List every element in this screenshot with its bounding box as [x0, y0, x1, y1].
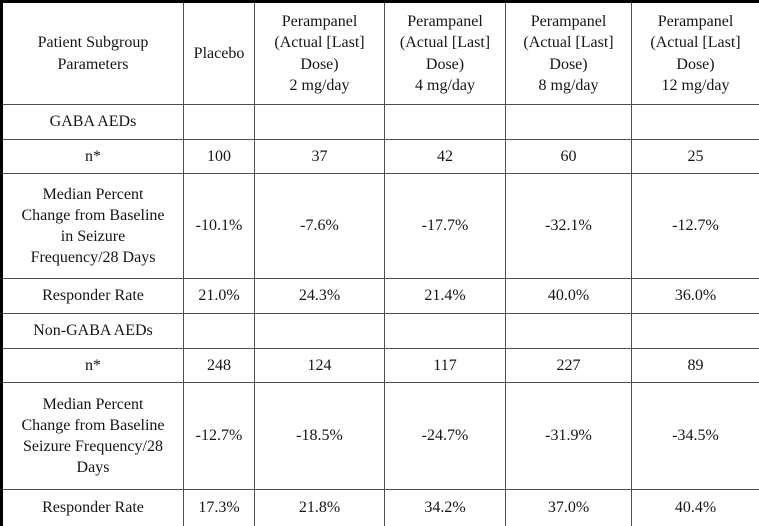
data-cell: 89: [631, 348, 759, 383]
data-cell: -31.9%: [505, 382, 632, 490]
data-cell: 21.8%: [254, 489, 385, 526]
table-row-n-non-gaba: n* 248 124 117 227 89: [1, 348, 759, 383]
data-cell: 21.0%: [183, 278, 255, 314]
data-cell: 124: [254, 348, 385, 383]
empty-cell: [183, 104, 255, 140]
data-cell: 24.3%: [254, 278, 385, 314]
empty-cell: [505, 104, 632, 140]
data-cell: -24.7%: [384, 382, 506, 490]
table-header-row: Patient Subgroup Parameters Placebo Pera…: [1, 1, 759, 105]
table-row-responder-rate-non-gaba: Responder Rate 17.3% 21.8% 34.2% 37.0% 4…: [1, 489, 759, 526]
data-cell: -32.1%: [505, 173, 632, 279]
row-label: Responder Rate: [1, 489, 184, 526]
row-label: Median Percent Change from Baseline in S…: [1, 173, 184, 279]
empty-cell: [384, 104, 506, 140]
section-header-label: Non-GABA AEDs: [1, 313, 184, 349]
data-cell: 40.4%: [631, 489, 759, 526]
data-cell: -17.7%: [384, 173, 506, 279]
row-label: Responder Rate: [1, 278, 184, 314]
data-cell: 34.2%: [384, 489, 506, 526]
empty-cell: [254, 313, 385, 349]
table-row-median-change-gaba: Median Percent Change from Baseline in S…: [1, 173, 759, 279]
data-cell: 21.4%: [384, 278, 506, 314]
data-cell: 36.0%: [631, 278, 759, 314]
column-header-parameters: Patient Subgroup Parameters: [1, 1, 184, 105]
row-label: Median Percent Change from Baseline Seiz…: [1, 382, 184, 490]
row-label: n*: [1, 348, 184, 383]
column-header-placebo: Placebo: [183, 1, 255, 105]
table-row-n-gaba: n* 100 37 42 60 25: [1, 139, 759, 174]
empty-cell: [631, 313, 759, 349]
column-header-perampanel-2mg: Perampanel (Actual [Last] Dose) 2 mg/day: [254, 1, 385, 105]
data-cell: 42: [384, 139, 506, 174]
table-row-responder-rate-gaba: Responder Rate 21.0% 24.3% 21.4% 40.0% 3…: [1, 278, 759, 314]
data-cell: -10.1%: [183, 173, 255, 279]
empty-cell: [505, 313, 632, 349]
data-cell: 117: [384, 348, 506, 383]
data-cell: 37: [254, 139, 385, 174]
data-cell: 60: [505, 139, 632, 174]
column-header-perampanel-12mg: Perampanel (Actual [Last] Dose) 12 mg/da…: [631, 1, 759, 105]
section-row-gaba-aeds: GABA AEDs: [1, 104, 759, 140]
data-cell: -7.6%: [254, 173, 385, 279]
data-cell: -12.7%: [183, 382, 255, 490]
data-cell: -34.5%: [631, 382, 759, 490]
table-row-median-change-non-gaba: Median Percent Change from Baseline Seiz…: [1, 382, 759, 490]
data-cell: 227: [505, 348, 632, 383]
empty-cell: [631, 104, 759, 140]
section-header-label: GABA AEDs: [1, 104, 184, 140]
data-cell: -18.5%: [254, 382, 385, 490]
section-row-non-gaba-aeds: Non-GABA AEDs: [1, 313, 759, 349]
data-cell: -12.7%: [631, 173, 759, 279]
empty-cell: [384, 313, 506, 349]
data-cell: 248: [183, 348, 255, 383]
data-cell: 37.0%: [505, 489, 632, 526]
data-cell: 40.0%: [505, 278, 632, 314]
row-label: n*: [1, 139, 184, 174]
column-header-perampanel-4mg: Perampanel (Actual [Last] Dose) 4 mg/day: [384, 1, 506, 105]
column-header-perampanel-8mg: Perampanel (Actual [Last] Dose) 8 mg/day: [505, 1, 632, 105]
data-cell: 100: [183, 139, 255, 174]
data-cell: 17.3%: [183, 489, 255, 526]
empty-cell: [183, 313, 255, 349]
empty-cell: [254, 104, 385, 140]
data-cell: 25: [631, 139, 759, 174]
